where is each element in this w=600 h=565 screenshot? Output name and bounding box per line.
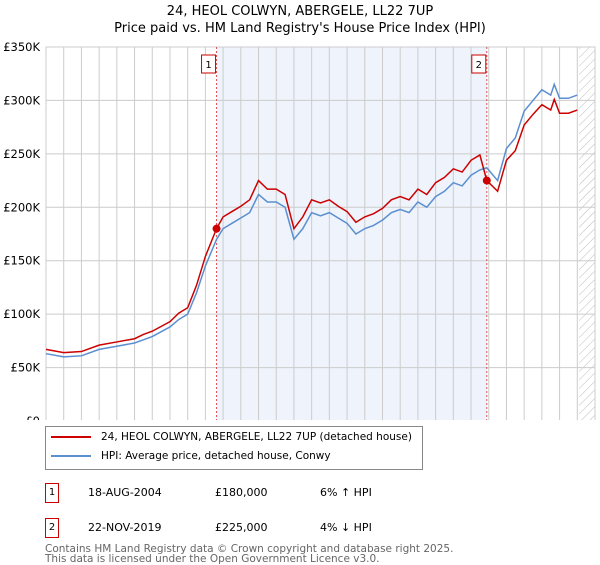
chart-title: 24, HEOL COLWYN, ABERGELE, LL22 7UP: [166, 4, 434, 19]
transaction-price: £180,000: [215, 486, 268, 499]
transaction-date: 22-NOV-2019: [88, 521, 162, 534]
plot-frame: [45, 46, 596, 420]
legend: 24, HEOL COLWYN, ABERGELE, LL22 7UP (det…: [45, 426, 423, 470]
transaction-price: £225,000: [215, 521, 268, 534]
y-tick-label: £100K: [3, 307, 40, 321]
sale-point: [482, 176, 491, 185]
legend-blue-line: [51, 455, 91, 457]
y-tick-label: £350K: [3, 40, 40, 54]
sale-marker-label: 2: [476, 60, 482, 71]
sale-marker-box: [201, 54, 217, 74]
sale-point: [212, 224, 221, 233]
legend-property: 24, HEOL COLWYN, ABERGELE, LL22 7UP (det…: [101, 431, 412, 443]
footer-line: This data is licensed under the Open Gov…: [45, 553, 380, 565]
legend-hpi: HPI: Average price, detached house, Conw…: [101, 450, 331, 462]
property-line: [45, 97, 578, 354]
transaction-row: 2 22-NOV-2019 £225,000 4% ↓ HPI: [45, 518, 445, 538]
price-chart: 1995199619971998199920002001200220032004…: [3, 40, 596, 420]
footer-line: Contains HM Land Registry data © Crown c…: [45, 543, 454, 555]
y-tick-label: £250K: [3, 147, 40, 161]
transaction-hpi: 6% ↑ HPI: [320, 486, 372, 499]
hpi-line: [45, 82, 578, 358]
y-tick-label: £150K: [3, 254, 40, 268]
sale-marker-label: 1: [205, 60, 211, 71]
chart-subtitle: Price paid vs. HM Land Registry's House …: [114, 21, 486, 36]
y-tick-label: £200K: [3, 200, 40, 214]
legend-red-line: [51, 436, 91, 438]
y-tick-label: £50K: [11, 361, 41, 375]
transaction-row: 1 18-AUG-2004 £180,000 6% ↑ HPI: [45, 483, 445, 503]
sale-marker-box: [471, 54, 487, 74]
transaction-hpi: 4% ↓ HPI: [320, 521, 372, 534]
transaction-date: 18-AUG-2004: [88, 486, 162, 499]
footer: Contains HM Land Registry data © Crown c…: [45, 543, 454, 565]
y-tick-label: £300K: [3, 93, 40, 107]
marker-badge: 1: [45, 483, 59, 503]
marker-badge: 2: [45, 518, 59, 538]
y-tick-label: £0: [25, 414, 40, 420]
ownership-shade: [216, 47, 487, 420]
forecast-hatch: [579, 47, 595, 420]
